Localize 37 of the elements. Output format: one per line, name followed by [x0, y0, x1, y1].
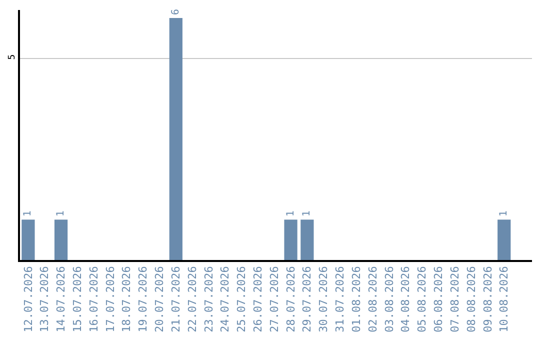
x-tick-label: 17.07.2026 — [104, 266, 117, 332]
x-tick-label: 04.08.2026 — [399, 266, 412, 332]
x-tick-label: 29.07.2026 — [300, 266, 314, 332]
x-tick-label: 10.08.2026 — [498, 266, 511, 332]
x-tick-label: 13.07.2026 — [38, 266, 52, 332]
x-tick-label: 07.08.2026 — [448, 266, 462, 332]
x-tick-label: 01.08.2026 — [350, 266, 363, 332]
x-tick-label: 12.07.2026 — [22, 266, 35, 332]
x-tick-label: 26.07.2026 — [252, 266, 265, 332]
x-tick-label: 02.08.2026 — [366, 266, 380, 332]
y-tick-label: 5 — [8, 54, 18, 60]
x-tick-label: 23.07.2026 — [202, 266, 216, 332]
x-tick-label: 24.07.2026 — [218, 266, 232, 332]
x-tick-label: 06.08.2026 — [432, 266, 446, 332]
data-label: 1 — [498, 210, 510, 217]
x-tick-label: 22.07.2026 — [186, 266, 199, 332]
data-label: 1 — [302, 210, 313, 217]
x-tick-label: 30.07.2026 — [317, 266, 330, 332]
x-tick-label: 15.07.2026 — [71, 266, 84, 332]
x-tick-label: 28.07.2026 — [284, 266, 298, 332]
x-tick-label: 16.07.2026 — [87, 266, 100, 332]
data-label: 1 — [285, 210, 296, 217]
data-label: 1 — [22, 210, 34, 217]
x-tick-label: 05.08.2026 — [416, 266, 429, 332]
x-tick-label: 21.07.2026 — [169, 266, 182, 332]
x-tick-label: 27.07.2026 — [268, 266, 281, 332]
x-tick-label: 31.07.2026 — [334, 266, 347, 332]
x-tick-label: 09.08.2026 — [481, 266, 494, 332]
x-tick-label: 19.07.2026 — [136, 266, 150, 332]
x-tick-label: 14.07.2026 — [54, 266, 68, 332]
x-tick-label: 18.07.2026 — [120, 266, 134, 332]
x-tick-label: 08.08.2026 — [464, 266, 478, 332]
x-tick-label: 25.07.2026 — [235, 266, 248, 332]
x-tick-label: 20.07.2026 — [153, 266, 166, 332]
data-label: 6 — [170, 9, 182, 16]
data-label: 1 — [56, 210, 67, 217]
x-tick-label: 03.08.2026 — [382, 266, 396, 332]
